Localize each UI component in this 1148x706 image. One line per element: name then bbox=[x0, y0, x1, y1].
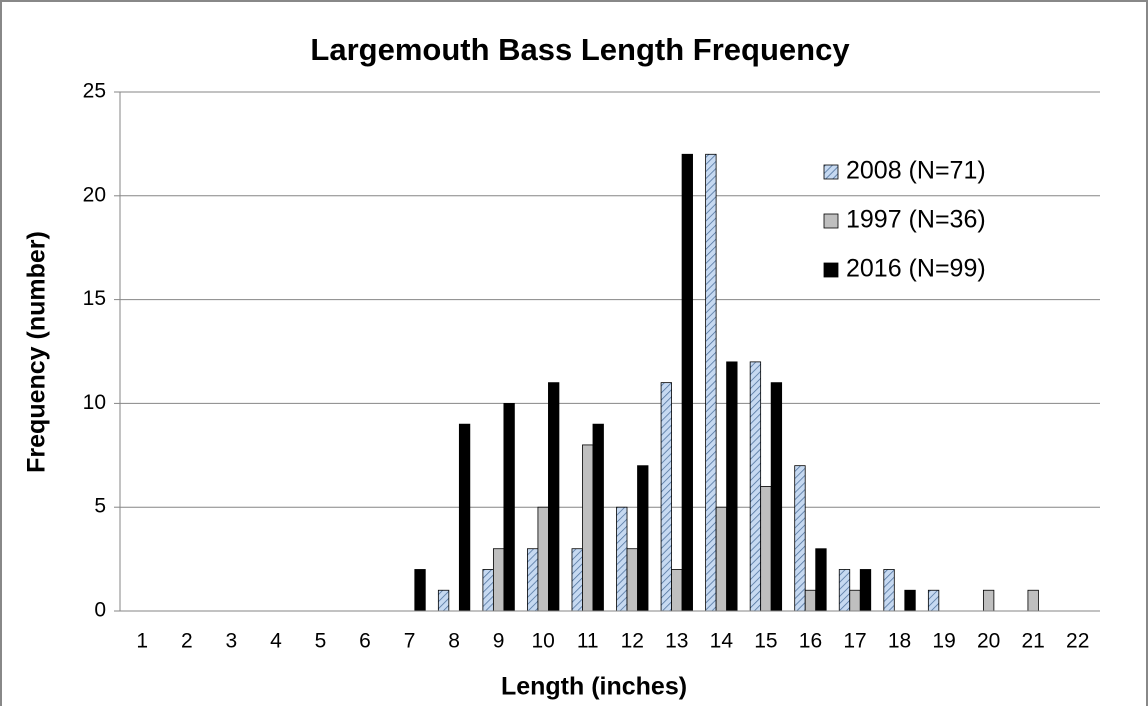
bar bbox=[838, 569, 851, 612]
legend-swatch bbox=[823, 164, 839, 180]
x-tick-label: 1 bbox=[136, 630, 148, 653]
y-tick-label: 25 bbox=[83, 80, 106, 103]
x-tick-label: 16 bbox=[799, 630, 822, 653]
legend-swatch bbox=[823, 213, 839, 229]
bar bbox=[904, 589, 916, 612]
bar bbox=[592, 423, 604, 612]
x-tick-label: 2 bbox=[181, 630, 193, 653]
bar bbox=[414, 569, 426, 612]
bar bbox=[982, 589, 995, 612]
bar bbox=[749, 361, 762, 612]
bar bbox=[705, 153, 717, 612]
legend-label: 1997 (N=36) bbox=[846, 206, 986, 234]
bar bbox=[859, 569, 872, 612]
x-tick-label: 7 bbox=[404, 630, 416, 653]
bar bbox=[671, 569, 683, 612]
x-tick-label: 18 bbox=[888, 630, 911, 653]
bar bbox=[482, 569, 494, 612]
bar bbox=[883, 569, 895, 612]
x-tick-label: 15 bbox=[754, 630, 777, 653]
bar bbox=[726, 361, 738, 612]
bar bbox=[548, 382, 560, 612]
x-tick-label: 12 bbox=[621, 630, 644, 653]
y-tick-label: 20 bbox=[83, 183, 106, 206]
bar bbox=[537, 506, 549, 612]
bar bbox=[626, 548, 638, 612]
bar bbox=[770, 382, 783, 612]
y-tick-label: 0 bbox=[94, 599, 106, 622]
x-tick-label: 22 bbox=[1066, 630, 1089, 653]
bar bbox=[760, 486, 772, 612]
legend-label: 2016 (N=99) bbox=[846, 255, 986, 283]
x-tick-label: 5 bbox=[315, 630, 327, 653]
x-tick-label: 20 bbox=[977, 630, 1000, 653]
x-tick-label: 13 bbox=[665, 630, 688, 653]
bar bbox=[794, 465, 806, 612]
x-tick-label: 17 bbox=[843, 630, 866, 653]
bar bbox=[458, 423, 471, 612]
x-tick-label: 21 bbox=[1022, 630, 1045, 653]
bar bbox=[815, 548, 827, 612]
x-tick-label: 19 bbox=[932, 630, 955, 653]
y-tick-label: 5 bbox=[94, 495, 106, 518]
x-tick-label: 8 bbox=[448, 630, 460, 653]
x-tick-label: 4 bbox=[270, 630, 282, 653]
y-tick-label: 15 bbox=[83, 287, 106, 310]
bar bbox=[681, 153, 693, 612]
bar bbox=[1027, 589, 1039, 612]
bar bbox=[527, 548, 539, 612]
bar bbox=[927, 589, 940, 612]
bar bbox=[582, 444, 594, 612]
x-tick-label: 6 bbox=[359, 630, 371, 653]
legend-label: 2008 (N=71) bbox=[846, 157, 986, 185]
y-tick-label: 10 bbox=[83, 391, 106, 414]
bar bbox=[660, 382, 672, 612]
bar bbox=[571, 548, 583, 612]
legend-swatch bbox=[823, 262, 839, 278]
x-tick-label: 9 bbox=[493, 630, 505, 653]
bar bbox=[804, 589, 817, 612]
bar bbox=[616, 506, 628, 612]
x-axis-label: Length (inches) bbox=[501, 673, 687, 701]
bar bbox=[849, 589, 861, 612]
x-tick-label: 11 bbox=[577, 630, 599, 653]
chart-title: Largemouth Bass Length Frequency bbox=[310, 32, 850, 67]
y-axis-label: Frequency (number) bbox=[23, 231, 51, 473]
x-tick-label: 3 bbox=[226, 630, 238, 653]
x-tick-label: 14 bbox=[710, 630, 734, 653]
bar bbox=[637, 465, 649, 612]
x-tick-label: 10 bbox=[532, 630, 555, 653]
bar bbox=[492, 548, 505, 612]
bar bbox=[503, 402, 515, 612]
bar bbox=[715, 506, 728, 612]
bar bbox=[437, 589, 450, 612]
